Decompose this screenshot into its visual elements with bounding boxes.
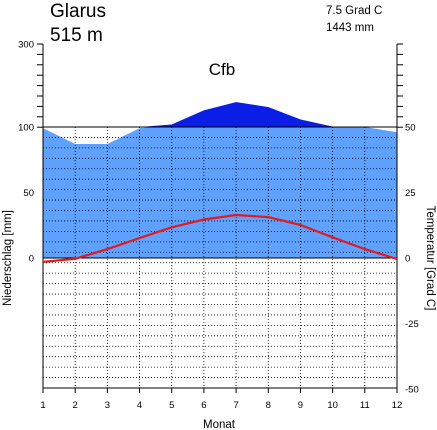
annual-precipitation: 1443 mm bbox=[326, 22, 374, 34]
temperature-layer bbox=[42, 213, 398, 263]
mean-temperature: 7.5 Grad C bbox=[326, 5, 382, 17]
x-tick-label: 3 bbox=[105, 400, 110, 411]
x-tick-label: 1 bbox=[40, 400, 45, 411]
x-tick-label: 4 bbox=[137, 400, 142, 411]
climate-class: Cfb bbox=[209, 60, 235, 79]
y-left-tick-label: 100 bbox=[18, 123, 34, 134]
grid-layer bbox=[43, 127, 397, 389]
station-elevation: 515 m bbox=[50, 25, 103, 46]
x-tick-label: 9 bbox=[298, 400, 303, 411]
perhumid-area bbox=[43, 102, 397, 127]
axes-layer bbox=[37, 43, 403, 393]
y-left-tick-label: 50 bbox=[23, 188, 34, 199]
precipitation-area bbox=[43, 102, 397, 258]
x-tick-label: 6 bbox=[201, 400, 206, 411]
x-axis-title: Monat bbox=[203, 419, 236, 430]
y-right-tick-label: 50 bbox=[405, 123, 416, 134]
station-name: Glarus bbox=[50, 1, 106, 22]
y-axis-title-right: Temperatur [Grad C] bbox=[424, 206, 436, 311]
temperature-line bbox=[42, 213, 398, 263]
y-right-tick-label: -25 bbox=[405, 319, 419, 330]
y-left-tick-label: 0 bbox=[29, 254, 34, 265]
x-tick-label: 2 bbox=[73, 400, 78, 411]
x-tick-label: 12 bbox=[392, 400, 403, 411]
precipitation-area-layer bbox=[43, 102, 397, 258]
y-right-tick-label: 0 bbox=[405, 254, 410, 265]
x-tick-label: 10 bbox=[327, 400, 338, 411]
x-tick-label: 7 bbox=[233, 400, 238, 411]
x-tick-label: 8 bbox=[266, 400, 271, 411]
x-tick-label: 5 bbox=[169, 400, 174, 411]
y-axis-title-left: Niederschlag [mm] bbox=[2, 210, 14, 306]
y-right-tick-label: -50 bbox=[405, 385, 419, 396]
x-tick-label: 11 bbox=[360, 400, 370, 411]
y-left-tick-label: 300 bbox=[18, 40, 34, 51]
y-right-tick-label: 25 bbox=[405, 188, 416, 199]
